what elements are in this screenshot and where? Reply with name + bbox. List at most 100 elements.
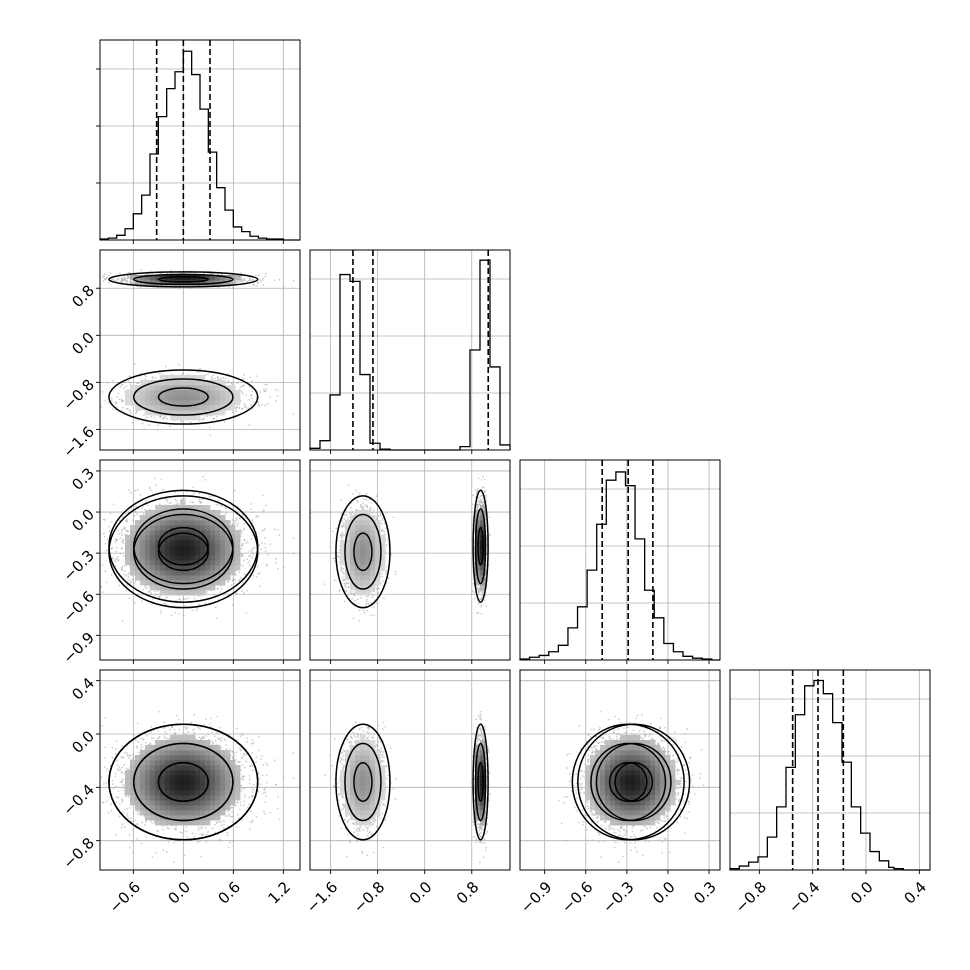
- density-cell: [610, 765, 616, 771]
- scatter-point: [227, 814, 230, 817]
- scatter-point: [248, 796, 251, 799]
- scatter-point: [623, 833, 626, 836]
- density-cell: [150, 580, 156, 586]
- scatter-point: [235, 751, 237, 754]
- scatter-point: [248, 277, 251, 280]
- scatter-point: [129, 806, 132, 809]
- scatter-point: [362, 609, 365, 612]
- density-cell: [195, 405, 201, 411]
- density-cell: [225, 750, 231, 756]
- scatter-point: [644, 826, 647, 828]
- density-cell: [140, 795, 146, 801]
- scatter-point: [166, 417, 168, 420]
- density-cell: [220, 390, 226, 396]
- scatter-point: [341, 520, 343, 522]
- scatter-point: [193, 713, 196, 716]
- density-cell: [145, 395, 151, 401]
- tick-marks: [544, 870, 710, 874]
- scatter-point: [163, 602, 166, 605]
- density-cell: [480, 515, 486, 521]
- scatter-point: [487, 749, 490, 752]
- scatter-point: [115, 550, 117, 553]
- density-cell: [360, 510, 366, 516]
- density-cell: [180, 775, 186, 781]
- panel-frame: [519, 669, 721, 871]
- scatter-point: [340, 498, 343, 501]
- scatter-point: [168, 827, 171, 830]
- density-cell: [135, 400, 141, 406]
- scatter-point: [266, 564, 268, 567]
- scatter-point: [480, 605, 483, 608]
- density-cell: [150, 530, 156, 536]
- density-cell: [630, 745, 636, 751]
- density-cell: [475, 555, 481, 561]
- density-cell: [235, 560, 241, 566]
- density-cell: [225, 535, 231, 541]
- scatter-point: [235, 410, 237, 413]
- scatter-point: [121, 780, 124, 782]
- scatter-point: [210, 495, 213, 497]
- scatter-point: [206, 590, 208, 593]
- density-cell: [610, 745, 616, 751]
- scatter-point: [200, 417, 203, 420]
- density-cell: [200, 790, 206, 796]
- density-cell: [185, 510, 191, 516]
- scatter-point: [372, 823, 375, 825]
- scatter-point: [230, 584, 233, 587]
- density-cell: [190, 530, 196, 536]
- density-cell: [180, 550, 186, 556]
- density-cell: [645, 795, 651, 801]
- density-cell: [175, 785, 181, 791]
- scatter-point: [143, 815, 146, 817]
- scatter-point: [226, 834, 229, 837]
- scatter-point: [212, 374, 215, 377]
- scatter-point: [641, 737, 643, 740]
- scatter-point: [341, 756, 344, 759]
- density-cell: [215, 555, 221, 561]
- scatter-point: [122, 539, 125, 542]
- scatter-point: [481, 595, 484, 597]
- scatter-point: [240, 789, 243, 792]
- density-cell: [625, 810, 631, 816]
- scatter-point: [248, 385, 251, 388]
- density-cell: [475, 565, 481, 571]
- density-cell: [190, 410, 196, 416]
- density-cell: [215, 575, 221, 581]
- density-cell: [180, 510, 186, 516]
- scatter-point: [117, 790, 120, 792]
- scatter-point: [228, 733, 231, 736]
- scatter-point: [363, 505, 366, 508]
- scatter-point: [631, 827, 634, 830]
- density-cell: [345, 575, 351, 581]
- density-cell: [165, 745, 171, 751]
- scatter-point: [251, 519, 254, 522]
- scatter-point: [117, 529, 120, 532]
- density-cell: [180, 520, 186, 526]
- scatter-point: [590, 810, 592, 813]
- scatter-point: [615, 735, 618, 738]
- density-cell: [585, 780, 591, 786]
- scatter-point: [476, 490, 479, 493]
- scatter-point: [589, 735, 592, 738]
- scatter-point: [619, 834, 622, 836]
- scatter-point: [246, 589, 249, 592]
- scatter-point: [121, 541, 124, 543]
- scatter-point: [244, 796, 247, 798]
- scatter-point: [240, 390, 243, 393]
- scatter-point: [220, 587, 223, 590]
- density-cell: [645, 750, 651, 756]
- scatter-point: [380, 747, 383, 750]
- scatter-point: [351, 511, 354, 513]
- scatter-point: [246, 541, 249, 543]
- density-cell: [360, 745, 366, 751]
- density-cell: [210, 410, 216, 416]
- scatter-point: [164, 415, 167, 418]
- scatter-point: [478, 833, 481, 835]
- scatter-point: [132, 519, 134, 522]
- scatter-point: [123, 772, 126, 775]
- scatter-point: [208, 495, 211, 498]
- scatter-point: [636, 714, 639, 717]
- scatter-point: [275, 558, 277, 560]
- density-cell: [220, 810, 226, 816]
- scatter-point: [381, 522, 383, 525]
